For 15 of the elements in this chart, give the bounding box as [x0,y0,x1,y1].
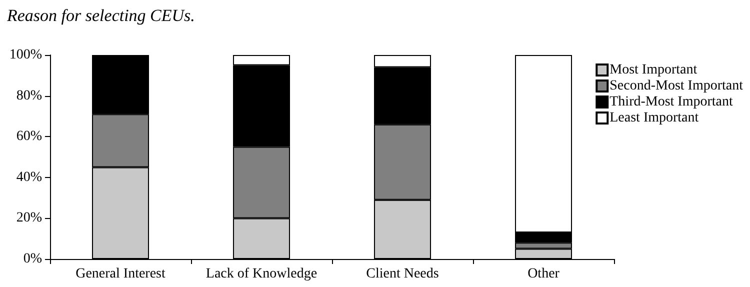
chart-title: Reason for selecting CEUs. [6,6,195,25]
x-tick-label: General Interest [76,266,166,282]
y-tick-label: 20% [16,210,42,226]
legend-label: Least Important [610,110,699,126]
x-tick-label: Other [528,266,560,282]
y-tick-label: 40% [16,170,42,185]
legend-label: Most Important [610,62,698,78]
legend-label: Second-Most Important [610,78,744,94]
y-tick-label: 100% [9,48,42,62]
x-tick-label: Lack of Knowledge [206,266,318,282]
y-tick-label: 80% [16,88,42,104]
y-tick-label: 0% [23,252,42,266]
x-tick-label: Client Needs [366,266,439,282]
legend-label: Third-Most Important [610,94,733,110]
y-tick-label: 60% [16,129,42,144]
